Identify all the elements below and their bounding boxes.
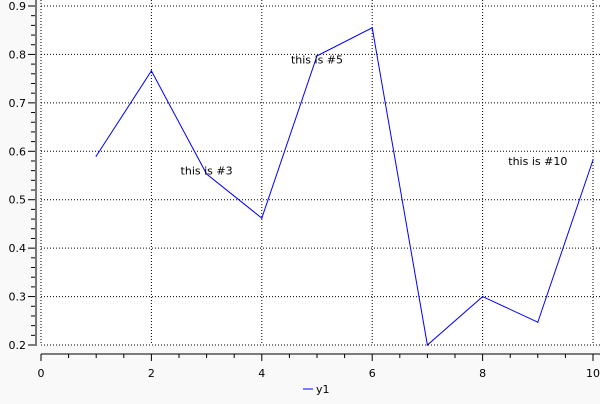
data-point [537, 322, 538, 323]
annotation-label: this is #10 [508, 155, 567, 168]
y-tick-label: 0.3 [9, 291, 27, 304]
data-point [427, 344, 428, 345]
data-point [592, 159, 593, 160]
y-tick-label: 0.5 [9, 194, 27, 207]
plot-area [41, 0, 600, 346]
x-tick-label: 0 [38, 367, 45, 380]
data-point [96, 156, 97, 157]
x-tick-label: 8 [479, 367, 486, 380]
y-tick-label: 0.8 [9, 48, 27, 61]
x-tick-label: 6 [369, 367, 376, 380]
y-tick-label: 0.6 [9, 145, 27, 158]
data-point [372, 27, 373, 28]
y-tick-label: 0.4 [9, 242, 27, 255]
annotation-label: this is #5 [291, 53, 343, 66]
data-point [261, 218, 262, 219]
x-tick-label: 4 [258, 367, 265, 380]
x-tick-label: 10 [586, 367, 600, 380]
y-tick-label: 0.9 [9, 0, 27, 13]
legend: y1 [303, 383, 330, 396]
y-tick-label: 0.2 [9, 339, 27, 352]
y-tick-label: 0.7 [9, 97, 27, 110]
x-tick-label: 2 [148, 367, 155, 380]
data-point [482, 296, 483, 297]
legend-label-y1: y1 [316, 383, 330, 396]
data-point [151, 70, 152, 71]
annotation-label: this is #3 [181, 165, 233, 178]
